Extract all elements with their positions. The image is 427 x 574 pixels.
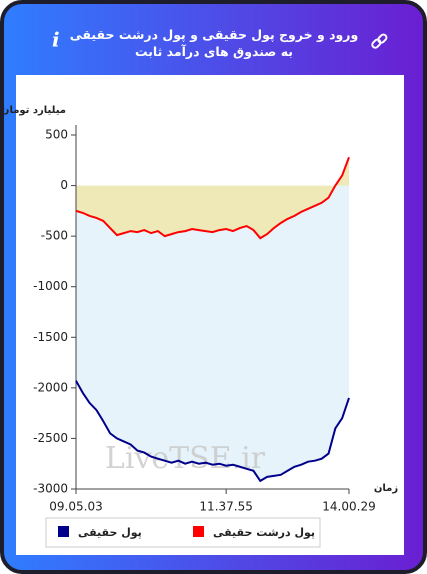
- card-title: ورود و خروج پول حقیقی و پول درشت حقیقی ب…: [69, 27, 359, 59]
- y-tick-label: -1500: [33, 330, 68, 344]
- svg-text:i: i: [52, 28, 60, 52]
- x-tick-label: 11.37.55: [199, 500, 252, 514]
- x-tick-label: 14.00.29: [322, 500, 375, 514]
- info-icon[interactable]: i: [44, 28, 68, 52]
- x-tick-label: 09.05.03: [49, 500, 102, 514]
- legend-swatch: [193, 526, 204, 537]
- y-tick-label: -3000: [33, 482, 68, 496]
- area: [76, 157, 349, 239]
- legend-swatch: [58, 526, 69, 537]
- legend-box: [45, 517, 321, 548]
- y-tick-label: -500: [41, 229, 68, 243]
- y-tick-label: -2500: [33, 431, 68, 445]
- legend-label: پول درشت حقیقی: [213, 526, 315, 539]
- y-tick-label: -2000: [33, 380, 68, 394]
- y-tick-label: 0: [60, 178, 68, 192]
- series-line: [75, 156, 350, 240]
- y-tick-label: -1000: [33, 279, 68, 293]
- y-axis-label: میلیارد تومان: [1, 105, 66, 116]
- watermark: LiveTSE.ir: [105, 441, 266, 476]
- legend-label: پول حقیقی: [78, 526, 142, 539]
- series-line: [75, 380, 350, 483]
- link-icon[interactable]: [370, 32, 392, 54]
- area: [76, 185, 349, 481]
- x-axis-label: زمان: [374, 483, 398, 494]
- y-tick-label: 500: [45, 128, 68, 142]
